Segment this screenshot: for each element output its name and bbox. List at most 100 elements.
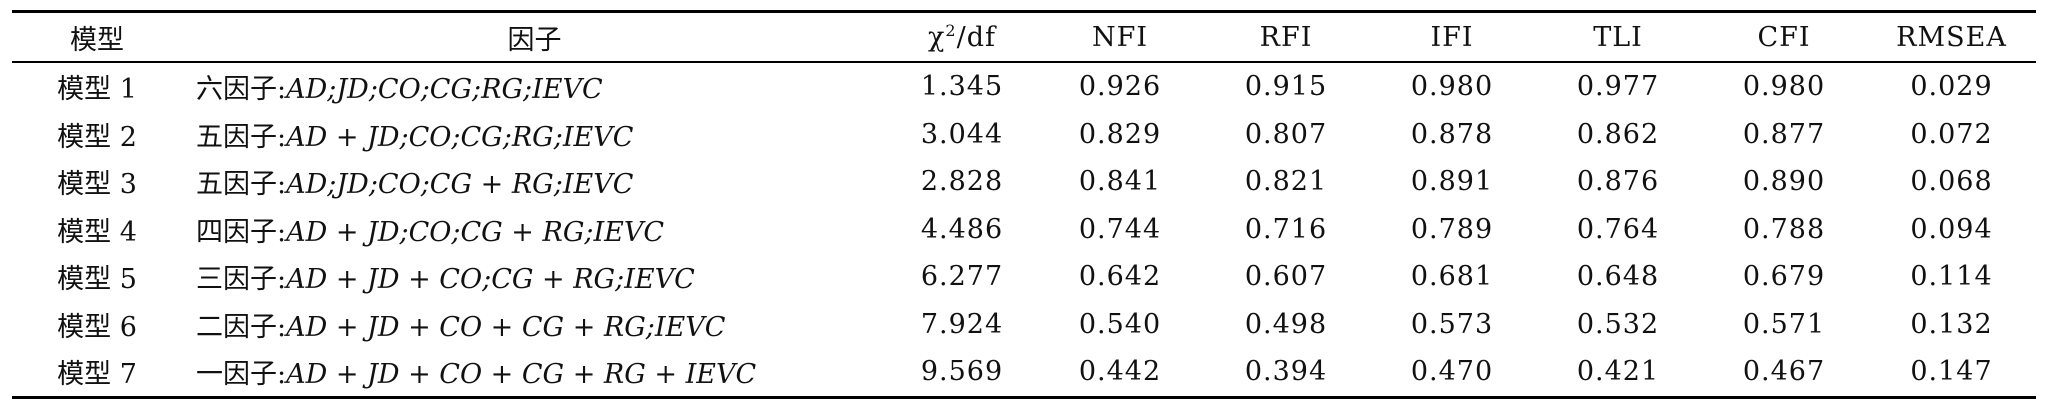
rfi-cell: 0.807 xyxy=(1244,118,1328,150)
model-cell: 模型 4 xyxy=(57,216,137,248)
rfi-cell: 0.821 xyxy=(1244,166,1328,198)
cfi-cell: 0.877 xyxy=(1742,118,1826,150)
table-body: 模型 1 六因子:AD;JD;CO;CG;RG;IEVC 1.345 0.926… xyxy=(12,62,2036,397)
tli-cell: 0.876 xyxy=(1576,166,1660,198)
table-row: 模型 4 四因子:AD + JD;CO;CG + RG;IEVC 4.486 0… xyxy=(12,206,2036,254)
model-cell: 模型 3 xyxy=(57,169,137,201)
rmsea-cell: 0.068 xyxy=(1910,166,1993,198)
nfi-cell: 0.642 xyxy=(1078,261,1162,293)
header-row: 模型 因子 χ2/df NFI RFI IFI TLI CFI RMSEA xyxy=(12,11,2036,63)
header-cfi: CFI xyxy=(1757,21,1811,53)
factor-prefix: 五因子: xyxy=(196,169,287,201)
tli-cell: 0.977 xyxy=(1576,71,1660,103)
cfi-cell: 0.788 xyxy=(1742,213,1826,245)
header-model: 模型 xyxy=(70,24,124,56)
cfi-cell: 0.679 xyxy=(1742,261,1826,293)
factor-formula: AD + JD + CO;CG + RG;IEVC xyxy=(286,264,695,296)
factor-cell: 五因子:AD;JD;CO;CG + RG;IEVC xyxy=(182,158,887,206)
cfi-cell: 0.980 xyxy=(1742,71,1826,103)
factor-prefix: 五因子: xyxy=(196,121,287,153)
header-tli: TLI xyxy=(1593,21,1643,53)
table-row: 模型 5 三因子:AD + JD + CO;CG + RG;IEVC 6.277… xyxy=(12,253,2036,301)
rmsea-cell: 0.114 xyxy=(1910,261,1993,293)
tli-cell: 0.764 xyxy=(1576,213,1660,245)
header-chi-df: χ2/df xyxy=(887,12,1037,63)
cfi-cell: 0.571 xyxy=(1742,308,1826,340)
factor-cell: 五因子:AD + JD;CO;CG;RG;IEVC xyxy=(182,111,887,159)
nfi-cell: 0.540 xyxy=(1078,308,1162,340)
chi-df-cell: 9.569 xyxy=(920,356,1004,388)
chi-symbol: χ xyxy=(928,22,946,53)
ifi-cell: 0.789 xyxy=(1410,213,1494,245)
table-row: 模型 6 二因子:AD + JD + CO + CG + RG;IEVC 7.9… xyxy=(12,301,2036,349)
nfi-cell: 0.744 xyxy=(1078,213,1162,245)
model-cell: 模型 7 xyxy=(57,359,137,391)
factor-formula: AD + JD + CO + CG + RG;IEVC xyxy=(286,311,726,343)
tli-cell: 0.532 xyxy=(1576,308,1660,340)
factor-formula: AD + JD + CO + CG + RG + IEVC xyxy=(286,359,757,391)
factor-cell: 三因子:AD + JD + CO;CG + RG;IEVC xyxy=(182,253,887,301)
factor-prefix: 三因子: xyxy=(196,264,287,296)
rfi-cell: 0.394 xyxy=(1244,356,1328,388)
factor-cell: 一因子:AD + JD + CO + CG + RG + IEVC xyxy=(182,348,887,397)
ifi-cell: 0.470 xyxy=(1410,356,1494,388)
cfi-cell: 0.890 xyxy=(1742,166,1826,198)
header-factor: 因子 xyxy=(507,24,562,56)
cfi-cell: 0.467 xyxy=(1742,356,1826,388)
tli-cell: 0.421 xyxy=(1576,356,1660,388)
factor-formula: AD;JD;CO;CG + RG;IEVC xyxy=(286,169,634,201)
chi-df-cell: 4.486 xyxy=(920,213,1004,245)
rmsea-cell: 0.072 xyxy=(1910,118,1993,150)
fit-comparison-table-container: 模型 因子 χ2/df NFI RFI IFI TLI CFI RMSEA 模型… xyxy=(12,10,2036,399)
chi-superscript: 2 xyxy=(945,21,957,40)
chi-df-cell: 3.044 xyxy=(920,118,1004,150)
nfi-cell: 0.829 xyxy=(1078,118,1162,150)
ifi-cell: 0.681 xyxy=(1410,261,1494,293)
factor-cell: 六因子:AD;JD;CO;CG;RG;IEVC xyxy=(182,62,887,111)
table-row: 模型 2 五因子:AD + JD;CO;CG;RG;IEVC 3.044 0.8… xyxy=(12,111,2036,159)
nfi-cell: 0.442 xyxy=(1078,356,1162,388)
model-cell: 模型 2 xyxy=(57,121,137,153)
model-cell: 模型 6 xyxy=(57,311,137,343)
rfi-cell: 0.498 xyxy=(1244,308,1328,340)
rfi-cell: 0.607 xyxy=(1244,261,1328,293)
rmsea-cell: 0.029 xyxy=(1910,71,1993,103)
factor-formula: AD + JD;CO;CG;RG;IEVC xyxy=(286,121,634,153)
factor-prefix: 一因子: xyxy=(196,359,287,391)
model-cell: 模型 1 xyxy=(57,74,137,106)
factor-formula: AD;JD;CO;CG;RG;IEVC xyxy=(286,74,603,106)
factor-cell: 二因子:AD + JD + CO + CG + RG;IEVC xyxy=(182,301,887,349)
table-row: 模型 1 六因子:AD;JD;CO;CG;RG;IEVC 1.345 0.926… xyxy=(12,62,2036,111)
chi-suffix: /df xyxy=(956,22,996,53)
ifi-cell: 0.980 xyxy=(1410,71,1494,103)
chi-df-cell: 6.277 xyxy=(920,261,1004,293)
rfi-cell: 0.716 xyxy=(1244,213,1328,245)
model-cell: 模型 5 xyxy=(57,264,137,296)
ifi-cell: 0.878 xyxy=(1410,118,1494,150)
factor-formula: AD + JD;CO;CG + RG;IEVC xyxy=(286,216,665,248)
table-row: 模型 3 五因子:AD;JD;CO;CG + RG;IEVC 2.828 0.8… xyxy=(12,158,2036,206)
chi-df-cell: 1.345 xyxy=(920,71,1004,103)
factor-prefix: 四因子: xyxy=(196,216,287,248)
rfi-cell: 0.915 xyxy=(1244,71,1328,103)
ifi-cell: 0.891 xyxy=(1410,166,1494,198)
ifi-cell: 0.573 xyxy=(1410,308,1494,340)
header-ifi: IFI xyxy=(1430,21,1474,53)
rmsea-cell: 0.094 xyxy=(1910,213,1993,245)
table-row: 模型 7 一因子:AD + JD + CO + CG + RG + IEVC 9… xyxy=(12,348,2036,397)
nfi-cell: 0.841 xyxy=(1078,166,1162,198)
model-fit-table: 模型 因子 χ2/df NFI RFI IFI TLI CFI RMSEA 模型… xyxy=(12,10,2036,399)
factor-cell: 四因子:AD + JD;CO;CG + RG;IEVC xyxy=(182,206,887,254)
chi-df-cell: 7.924 xyxy=(920,308,1004,340)
tli-cell: 0.862 xyxy=(1576,118,1660,150)
nfi-cell: 0.926 xyxy=(1078,71,1162,103)
rmsea-cell: 0.132 xyxy=(1910,308,1993,340)
header-rmsea: RMSEA xyxy=(1896,21,2007,53)
rmsea-cell: 0.147 xyxy=(1910,356,1993,388)
chi-df-cell: 2.828 xyxy=(920,166,1004,198)
header-nfi: NFI xyxy=(1091,21,1149,53)
factor-prefix: 六因子: xyxy=(196,74,287,106)
factor-prefix: 二因子: xyxy=(196,311,287,343)
tli-cell: 0.648 xyxy=(1576,261,1660,293)
header-rfi: RFI xyxy=(1259,21,1313,53)
